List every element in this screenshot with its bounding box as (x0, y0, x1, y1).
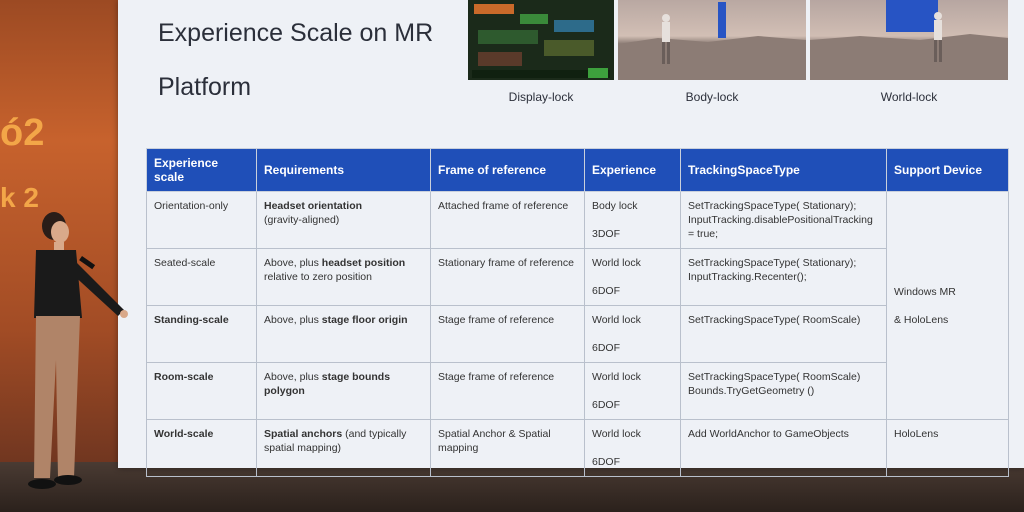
tracking-cell: Add WorldAnchor to GameObjects (680, 419, 887, 477)
experience-dof: 6DOF (592, 456, 621, 468)
experience-cell: Body lock 3DOF (584, 191, 681, 249)
banner-text: ó2 (0, 112, 45, 154)
frame-cell: Stationary frame of reference (430, 248, 585, 306)
tracking-cell: SetTrackingSpaceType( Stationary); Input… (680, 248, 887, 306)
world-lock-image (810, 0, 1008, 80)
game-screenshot-image (468, 0, 614, 80)
thumbnail-caption-body-lock: Body-lock (685, 90, 739, 104)
projection-screen: Experience Scale on MR Platform (118, 0, 1024, 477)
column-header: TrackingSpaceType (680, 148, 887, 192)
world-lock-thumbnail (810, 0, 1008, 80)
requirement-key: Headset orientation (264, 200, 363, 212)
table-row: Orientation-only Headset orientation (gra… (146, 191, 1009, 420)
presenter-figure (28, 212, 128, 489)
experience-cell: World lock 6DOF (584, 248, 681, 306)
column-header: Experience (584, 148, 681, 192)
experience-lock: World lock (592, 371, 641, 383)
body-lock-image (618, 2, 806, 80)
scale-cell: Standing-scale (146, 305, 257, 363)
experience-dof: 6DOF (592, 342, 621, 354)
experience-dof: 6DOF (592, 399, 621, 411)
requirement-key: Spatial anchors (264, 428, 343, 440)
frame-cell: Stage frame of reference (430, 362, 585, 420)
frame-cell: Spatial Anchor & Spatial mapping (430, 419, 585, 477)
frame-cell: Attached frame of reference (430, 191, 585, 249)
requirement-prefix: Above, plus (264, 257, 322, 269)
slide-title: Experience Scale on MR Platform (158, 19, 434, 101)
table-row: World-scale Spatial anchors (and typical… (146, 419, 1009, 477)
experience-scale-table: Experience scale Requirements Frame of r… (146, 148, 1009, 477)
thumbnail-caption-world-lock: World-lock (880, 90, 938, 104)
scale-cell: Orientation-only (146, 191, 257, 249)
frame-cell: Stage frame of reference (430, 305, 585, 363)
banner-text-track: k 2 (0, 182, 39, 213)
tracking-cell: SetTrackingSpaceType( RoomScale) (680, 305, 887, 363)
requirement-key: headset position (321, 257, 406, 269)
body-lock-thumbnail (618, 0, 806, 80)
requirements-cell: Headset orientation (gravity-aligned) (256, 191, 431, 249)
table-row: Standing-scale Above, plus stage floor o… (146, 305, 1009, 363)
experience-cell: World lock 6DOF (584, 305, 681, 363)
requirement-text: (gravity-aligned) (264, 214, 340, 226)
thumbnail-caption-display-lock: Display-lock (508, 90, 574, 104)
table-header-row: Experience scale Requirements Frame of r… (146, 148, 1009, 192)
scale-cell: Seated-scale (146, 248, 257, 306)
requirement-key: stage floor origin (321, 314, 408, 326)
scale-cell: Room-scale (146, 362, 257, 420)
table-row: Room-scale Above, plus stage bounds poly… (146, 362, 1009, 420)
experience-lock: World lock (592, 314, 641, 326)
requirement-text: relative to zero position (264, 271, 372, 283)
column-header: Support Device (886, 148, 1009, 192)
column-header: Frame of reference (430, 148, 585, 192)
requirement-key: stage bounds polygon (264, 371, 391, 397)
requirements-cell: Spatial anchors (and typically spatial m… (256, 419, 431, 477)
column-header: Experience scale (146, 148, 257, 192)
requirements-cell: Above, plus headset position relative to… (256, 248, 431, 306)
experience-dof: 6DOF (592, 285, 621, 297)
requirements-cell: Above, plus stage floor origin (256, 305, 431, 363)
display-lock-thumbnail (468, 0, 614, 80)
experience-dof: 3DOF (592, 228, 621, 240)
table-row: Seated-scale Above, plus headset positio… (146, 248, 1009, 306)
requirement-prefix: Above, plus (264, 314, 322, 326)
tracking-cell: SetTrackingSpaceType( Stationary); Input… (680, 191, 887, 249)
experience-lock: Body lock (592, 200, 638, 212)
support-device-cell: HoloLens (886, 419, 1009, 477)
experience-cell: World lock 6DOF (584, 362, 681, 420)
column-header: Requirements (256, 148, 431, 192)
experience-cell: World lock 6DOF (584, 419, 681, 477)
scale-cell: World-scale (146, 419, 257, 477)
support-device-cell: Windows MR & HoloLens (886, 191, 1009, 420)
experience-lock: World lock (592, 428, 641, 440)
requirement-text: (and typically spatial mapping) (264, 428, 407, 454)
support-device-line: & HoloLens (894, 313, 949, 326)
tracking-cell: SetTrackingSpaceType( RoomScale) Bounds.… (680, 362, 887, 420)
experience-lock: World lock (592, 257, 641, 269)
requirements-cell: Above, plus stage bounds polygon (256, 362, 431, 420)
requirement-prefix: Above, plus (264, 371, 322, 383)
support-device-line: Windows MR (894, 285, 956, 298)
